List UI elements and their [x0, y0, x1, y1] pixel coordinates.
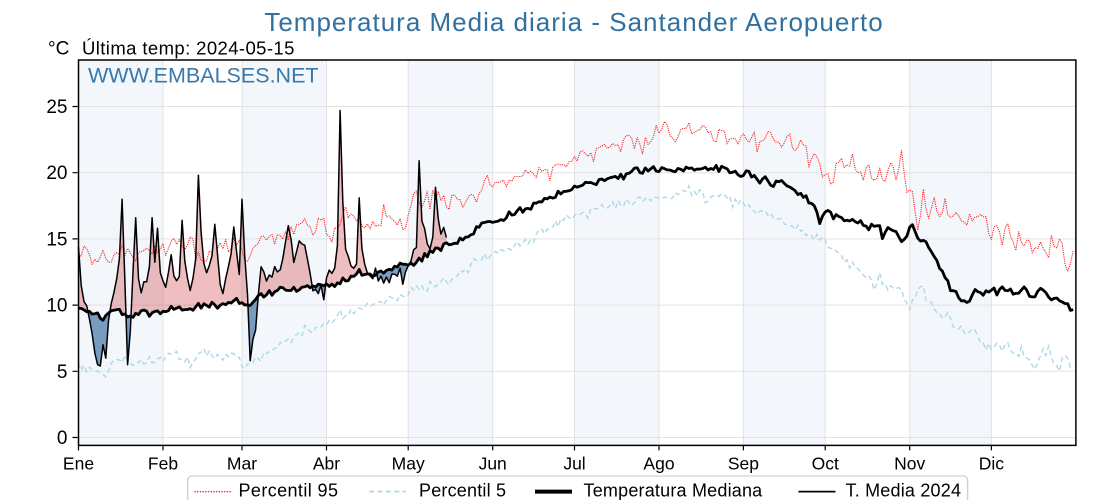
- svg-text:Última temp: 2024-05-15: Última temp: 2024-05-15: [82, 38, 295, 59]
- svg-text:25: 25: [46, 97, 67, 118]
- svg-text:Oct: Oct: [812, 453, 839, 473]
- svg-text:Sep: Sep: [728, 453, 759, 473]
- svg-text:Ene: Ene: [63, 453, 94, 473]
- svg-text:Dic: Dic: [979, 453, 1005, 473]
- svg-text:10: 10: [46, 296, 67, 317]
- svg-text:Jul: Jul: [563, 453, 585, 473]
- svg-text:T. Media 2024: T. Media 2024: [846, 481, 962, 500]
- svg-text:Percentil 5: Percentil 5: [419, 481, 506, 500]
- svg-text:Ago: Ago: [643, 453, 674, 473]
- svg-text:20: 20: [46, 163, 67, 184]
- svg-text:Temperatura Mediana: Temperatura Mediana: [584, 481, 764, 500]
- svg-text:°C: °C: [48, 39, 69, 60]
- svg-text:Abr: Abr: [313, 453, 340, 473]
- svg-text:5: 5: [57, 362, 68, 383]
- svg-text:Nov: Nov: [894, 453, 925, 473]
- svg-text:Mar: Mar: [227, 453, 257, 473]
- svg-text:0: 0: [57, 428, 68, 449]
- svg-text:Feb: Feb: [148, 453, 178, 473]
- svg-text:May: May: [392, 453, 425, 473]
- svg-text:15: 15: [46, 229, 67, 250]
- svg-text:WWW.EMBALSES.NET: WWW.EMBALSES.NET: [88, 64, 319, 88]
- svg-text:Jun: Jun: [479, 453, 507, 473]
- svg-text:Percentil 95: Percentil 95: [239, 481, 339, 500]
- svg-text:Temperatura Media diaria - San: Temperatura Media diaria - Santander Aer…: [264, 7, 883, 37]
